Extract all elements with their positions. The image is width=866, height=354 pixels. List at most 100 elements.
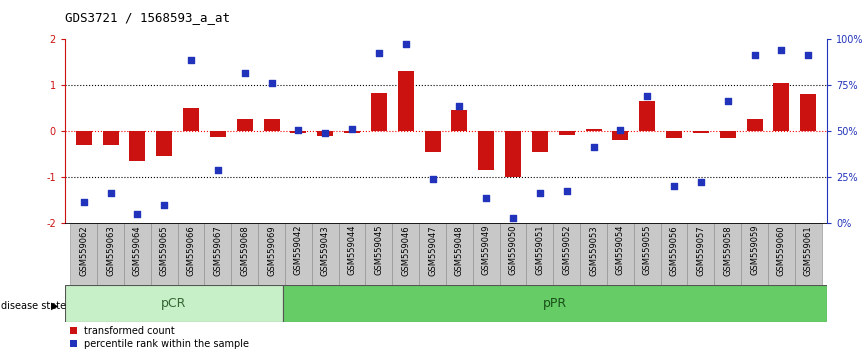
Text: GSM559053: GSM559053 xyxy=(589,225,598,275)
Text: GSM559065: GSM559065 xyxy=(159,225,169,275)
Point xyxy=(372,50,386,56)
Bar xyxy=(290,131,307,133)
Bar xyxy=(365,223,392,285)
Text: GSM559047: GSM559047 xyxy=(428,225,437,275)
Point xyxy=(613,127,627,133)
Point xyxy=(452,103,466,108)
Bar xyxy=(500,223,527,285)
Point xyxy=(346,126,359,132)
Point xyxy=(158,202,171,207)
Point xyxy=(292,127,306,133)
Point xyxy=(399,41,413,46)
Bar xyxy=(553,223,580,285)
Bar xyxy=(661,223,688,285)
Bar xyxy=(559,131,575,135)
Text: disease state: disease state xyxy=(1,301,66,311)
Bar xyxy=(282,285,827,322)
Bar xyxy=(532,131,548,152)
Bar xyxy=(204,223,231,285)
Point xyxy=(104,190,118,196)
Text: GSM559061: GSM559061 xyxy=(804,225,813,275)
Point xyxy=(747,52,761,58)
Text: GSM559058: GSM559058 xyxy=(723,225,733,275)
Bar xyxy=(451,110,468,131)
Text: GSM559050: GSM559050 xyxy=(508,225,518,275)
Bar xyxy=(183,108,199,131)
Bar xyxy=(285,223,312,285)
Point xyxy=(211,167,225,173)
Text: GSM559048: GSM559048 xyxy=(455,225,464,275)
Bar xyxy=(746,120,763,131)
Text: GSM559066: GSM559066 xyxy=(186,225,196,276)
Text: pCR: pCR xyxy=(161,297,186,310)
Text: GSM559062: GSM559062 xyxy=(79,225,88,275)
Bar xyxy=(424,131,441,152)
Bar xyxy=(397,71,414,131)
Text: GDS3721 / 1568593_a_at: GDS3721 / 1568593_a_at xyxy=(65,11,230,24)
Bar xyxy=(800,94,817,131)
Bar xyxy=(505,131,521,177)
Point xyxy=(533,190,546,196)
Point xyxy=(319,131,333,136)
Bar xyxy=(741,223,768,285)
Text: GSM559051: GSM559051 xyxy=(535,225,545,275)
Point xyxy=(694,179,708,184)
Bar xyxy=(317,131,333,136)
Bar xyxy=(258,223,285,285)
Bar xyxy=(607,223,634,285)
Text: GSM559056: GSM559056 xyxy=(669,225,679,275)
Bar xyxy=(612,131,629,140)
Bar xyxy=(639,101,656,131)
Bar xyxy=(720,131,736,138)
Bar xyxy=(773,82,790,131)
Point xyxy=(77,200,91,205)
Bar xyxy=(795,223,822,285)
Text: GSM559045: GSM559045 xyxy=(374,225,384,275)
Bar xyxy=(419,223,446,285)
Text: GSM559043: GSM559043 xyxy=(320,225,330,275)
Bar xyxy=(312,223,339,285)
Bar xyxy=(634,223,661,285)
Bar xyxy=(97,223,124,285)
Bar xyxy=(102,131,119,145)
Point xyxy=(586,144,600,150)
Bar xyxy=(446,223,473,285)
Text: GSM559057: GSM559057 xyxy=(696,225,706,275)
Bar xyxy=(344,131,360,133)
Text: ▶: ▶ xyxy=(51,301,59,311)
Bar xyxy=(580,223,607,285)
Text: GSM559044: GSM559044 xyxy=(347,225,357,275)
Text: GSM559064: GSM559064 xyxy=(132,225,142,275)
Text: GSM559059: GSM559059 xyxy=(750,225,759,275)
Point xyxy=(479,195,493,200)
Text: GSM559042: GSM559042 xyxy=(294,225,303,275)
Bar xyxy=(693,131,709,133)
Bar xyxy=(666,131,682,138)
Bar xyxy=(178,223,204,285)
Text: GSM559049: GSM559049 xyxy=(481,225,491,275)
Point xyxy=(238,71,252,76)
Bar xyxy=(585,129,602,131)
Text: GSM559052: GSM559052 xyxy=(562,225,572,275)
Point xyxy=(131,211,145,217)
Bar xyxy=(371,93,387,131)
Text: GSM559054: GSM559054 xyxy=(616,225,625,275)
Text: GSM559046: GSM559046 xyxy=(401,225,410,275)
Bar xyxy=(768,223,795,285)
Point xyxy=(426,177,440,182)
Bar xyxy=(473,223,500,285)
Text: GSM559055: GSM559055 xyxy=(643,225,652,275)
Bar xyxy=(124,223,151,285)
Bar xyxy=(236,119,253,131)
Bar xyxy=(339,223,365,285)
Point xyxy=(184,57,198,62)
Bar xyxy=(75,131,92,145)
Bar xyxy=(156,131,172,156)
Text: pPR: pPR xyxy=(543,297,567,310)
Text: GSM559068: GSM559068 xyxy=(240,225,249,276)
Legend: transformed count, percentile rank within the sample: transformed count, percentile rank withi… xyxy=(70,326,249,349)
Bar xyxy=(65,285,282,322)
Text: GSM559060: GSM559060 xyxy=(777,225,786,275)
Point xyxy=(774,47,788,53)
Point xyxy=(265,80,279,85)
